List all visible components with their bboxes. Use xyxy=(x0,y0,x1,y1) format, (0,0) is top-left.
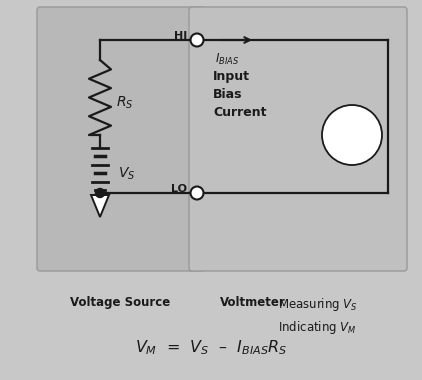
Text: Voltage Source: Voltage Source xyxy=(70,296,170,309)
FancyBboxPatch shape xyxy=(37,7,205,271)
Text: Measuring $V_S$
Indicating $V_M$: Measuring $V_S$ Indicating $V_M$ xyxy=(278,296,358,336)
Text: $V_M$  =  $V_S$  –  $I_{BIAS}$$R_S$: $V_M$ = $V_S$ – $I_{BIAS}$$R_S$ xyxy=(135,338,287,357)
Text: $I_{BIAS}$: $I_{BIAS}$ xyxy=(215,52,239,67)
Text: HI: HI xyxy=(174,31,187,41)
Circle shape xyxy=(190,33,203,46)
Circle shape xyxy=(322,105,382,165)
FancyBboxPatch shape xyxy=(189,7,407,271)
Text: LO: LO xyxy=(171,184,187,194)
Text: $V_M$: $V_M$ xyxy=(342,127,362,143)
Text: Input
Bias
Current: Input Bias Current xyxy=(213,70,267,119)
Text: $R_S$: $R_S$ xyxy=(116,94,133,111)
Polygon shape xyxy=(91,195,109,217)
Text: $V_S$: $V_S$ xyxy=(118,166,135,182)
Text: Voltmeter: Voltmeter xyxy=(220,296,286,309)
Circle shape xyxy=(95,188,105,198)
Circle shape xyxy=(190,187,203,200)
